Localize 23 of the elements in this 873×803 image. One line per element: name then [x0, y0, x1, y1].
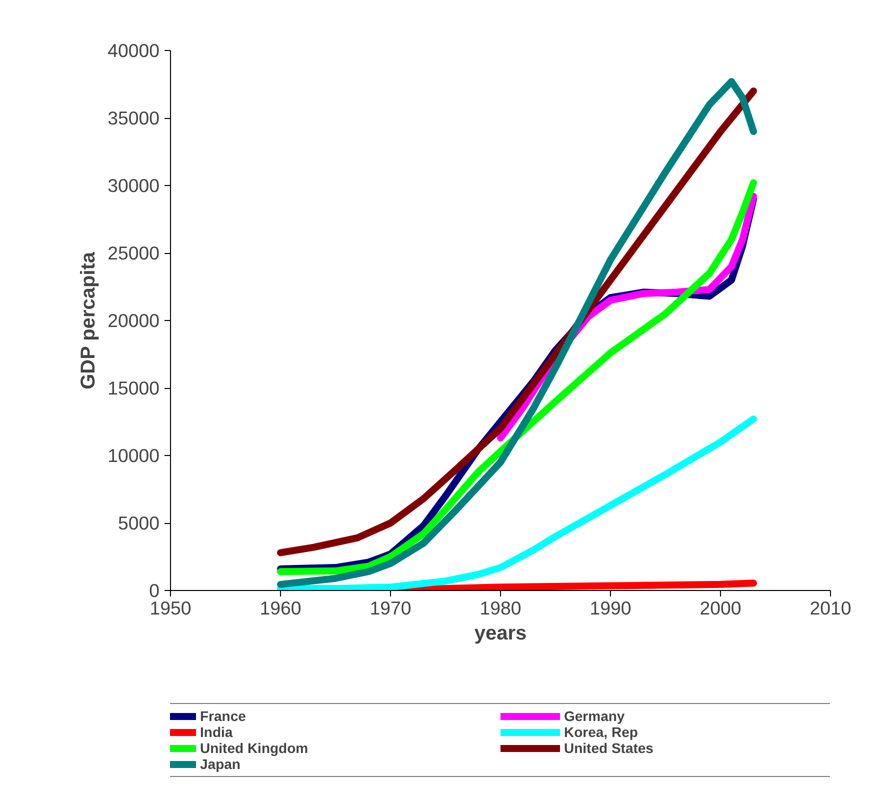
legend-label: India: [200, 724, 234, 740]
legend-label: Germany: [564, 708, 626, 724]
legend-label: France: [200, 708, 247, 724]
x-tick-label: 1960: [260, 598, 302, 618]
y-axis-title: GDP percapita: [78, 251, 100, 390]
x-tick-label: 1990: [590, 598, 632, 618]
legend-label: United Kingdom: [200, 740, 310, 756]
y-tick-label: 20000: [108, 310, 160, 331]
y-tick-label: 15000: [108, 378, 160, 398]
legend-label: Korea, Rep: [564, 724, 639, 740]
legend-label: United States: [564, 740, 654, 756]
legend-label: Japan: [200, 756, 242, 772]
y-tick-label: 10000: [108, 445, 160, 466]
y-tick-label: 30000: [108, 175, 160, 196]
y-tick-label: 40000: [108, 40, 160, 61]
x-tick-label: 1970: [370, 598, 412, 618]
x-tick-label: 1980: [480, 598, 522, 618]
y-tick-label: 25000: [108, 242, 160, 264]
x-axis-title: years: [474, 622, 527, 644]
y-tick-label: 35000: [108, 108, 160, 128]
x-tick-label: 2000: [700, 598, 742, 618]
y-tick-label: 5000: [118, 512, 160, 534]
x-tick-label: 2010: [810, 598, 852, 618]
